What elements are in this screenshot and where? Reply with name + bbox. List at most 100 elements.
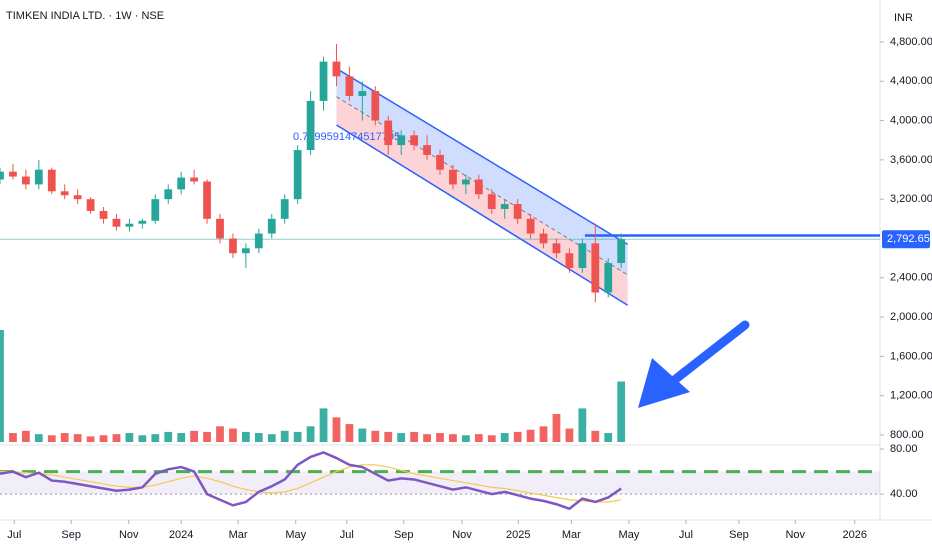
candle-body xyxy=(410,135,418,146)
candle-body xyxy=(138,220,147,224)
volume-bar xyxy=(125,433,134,442)
candle-body xyxy=(423,145,431,155)
candle-body xyxy=(306,100,315,151)
volume-bar xyxy=(112,434,121,442)
candle-body xyxy=(0,171,4,180)
rsi-band xyxy=(0,471,880,495)
volume-bar xyxy=(345,424,354,442)
candle-body xyxy=(539,233,548,244)
candle-body xyxy=(280,199,289,219)
volume-bar xyxy=(0,330,4,442)
volume-bar xyxy=(60,433,69,442)
volume-bar xyxy=(229,428,237,442)
x-tick-label: Jul xyxy=(679,529,693,541)
volume-bar xyxy=(578,408,587,442)
x-tick-label: Mar xyxy=(562,529,581,541)
candle-body xyxy=(151,199,160,221)
candle-body xyxy=(345,76,354,96)
volume-bar xyxy=(242,431,250,442)
arrow-shaft xyxy=(663,320,750,390)
candle-body xyxy=(436,154,444,170)
volume-bar xyxy=(526,429,535,442)
chart-title: TIMKEN INDIA LTD. · 1W · NSE xyxy=(6,10,164,22)
volume-bar xyxy=(22,430,30,442)
last-price-box xyxy=(882,230,930,249)
currency: INR xyxy=(894,12,913,24)
rsi-line xyxy=(0,451,622,511)
volume-bar xyxy=(203,431,211,442)
candle-body xyxy=(552,243,561,254)
volume-bar xyxy=(474,434,483,442)
candle-body xyxy=(229,238,237,254)
channel-upper-fill xyxy=(336,68,628,275)
candle-body xyxy=(371,91,380,121)
candle-body xyxy=(242,248,250,254)
candle-body xyxy=(73,195,82,200)
volume-bar xyxy=(358,428,367,442)
rsi-tick-label: 80.00 xyxy=(890,443,918,455)
x-tick-label: Sep xyxy=(61,529,81,541)
y-tick-label: 4,000.00 xyxy=(890,114,932,126)
candle-body xyxy=(319,61,328,101)
candle-body xyxy=(384,120,393,146)
x-tick-label: Jul xyxy=(340,529,354,541)
volume-bar xyxy=(500,433,509,442)
candle-body xyxy=(591,243,600,293)
volume-bar xyxy=(34,434,43,442)
y-tick-label: 3,200.00 xyxy=(890,193,932,205)
volume-bar xyxy=(539,426,548,442)
x-tick-label: 2025 xyxy=(506,529,530,541)
volume-bar xyxy=(73,434,82,442)
plot: 0.7099591474517795 4,800.00 4,400.00 4,000.… xyxy=(0,36,932,541)
candle-body xyxy=(99,210,108,219)
rsi-tick-label: 40.00 xyxy=(890,488,918,500)
arrow-head xyxy=(638,358,690,408)
candle-body xyxy=(617,239,626,264)
volume-bar xyxy=(177,433,186,442)
candle-body xyxy=(526,218,535,234)
last-price-label: 2,792.65 xyxy=(887,233,930,245)
volume-bar xyxy=(617,381,626,442)
x-tick-label: Sep xyxy=(729,529,749,541)
volume-bar xyxy=(397,433,406,442)
volume-bar xyxy=(565,428,574,442)
volume-bar xyxy=(604,433,613,442)
volume-bar xyxy=(552,414,561,442)
channel-upper xyxy=(336,67,629,246)
y-tick-label: 2,000.00 xyxy=(890,311,932,323)
candle-body xyxy=(578,243,587,268)
arrow xyxy=(638,320,750,408)
volume-bar xyxy=(384,431,393,442)
volume-bar xyxy=(151,434,160,442)
rsi-ma-line xyxy=(0,464,622,503)
channel-lower xyxy=(336,124,629,306)
volume-bar xyxy=(332,417,341,442)
candle-body xyxy=(513,204,522,219)
volume-bar xyxy=(9,433,17,442)
candle-body xyxy=(293,150,302,200)
x-tick-label: May xyxy=(619,529,640,541)
candle-body xyxy=(47,169,56,192)
volume-bar xyxy=(254,433,263,442)
volume-bar xyxy=(410,431,418,442)
x-tick-label: Nov xyxy=(785,529,805,541)
candle-body xyxy=(86,199,95,211)
x-tick-label: Sep xyxy=(394,529,414,541)
candle-body xyxy=(397,135,406,146)
y-tick-label: 4,400.00 xyxy=(890,75,932,87)
x-tick-label: 2024 xyxy=(169,529,193,541)
volume-bar xyxy=(267,434,276,442)
candle-body xyxy=(60,191,69,196)
y-tick-label: 2,400.00 xyxy=(890,272,932,284)
volume-bar xyxy=(371,430,380,442)
candle-body xyxy=(9,171,17,177)
y-tick-label: 1,200.00 xyxy=(890,390,932,402)
candle-body xyxy=(267,218,276,234)
candle-body xyxy=(565,253,574,268)
x-tick-label: Nov xyxy=(119,529,139,541)
volume-bar xyxy=(487,435,496,442)
volume-bar xyxy=(513,431,522,442)
